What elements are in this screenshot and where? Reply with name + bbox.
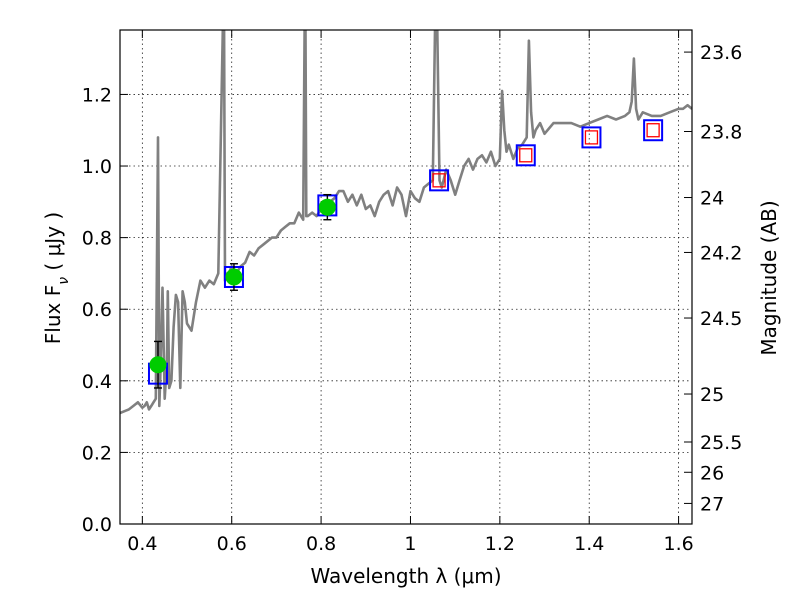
x-tick-label: 1 xyxy=(404,533,416,555)
y-axis-title: Flux Fν ( μJy ) xyxy=(41,212,72,344)
model-flux-box-inner xyxy=(519,148,533,163)
model-flux-box-inner xyxy=(646,123,660,138)
model-flux-box xyxy=(581,126,602,149)
x-axis-title: Wavelength λ (μm) xyxy=(310,564,501,588)
model-flux-box xyxy=(515,144,536,167)
y2-tick-label: 23.8 xyxy=(700,121,742,143)
observed-flux-point xyxy=(318,198,336,216)
spectrum-layer xyxy=(120,30,692,415)
y-tick-label: 0.4 xyxy=(82,371,112,393)
y-axis-title-sub: ν xyxy=(56,277,72,285)
y2-tick-label: 25 xyxy=(700,384,724,406)
model-flux-box xyxy=(643,119,664,142)
y-tick-label: 0.0 xyxy=(82,514,112,536)
plot-border xyxy=(119,29,693,525)
observed-flux-point xyxy=(149,356,167,374)
model-flux-box-inner xyxy=(584,130,599,145)
grid xyxy=(120,30,692,525)
y-tick-label: 1.2 xyxy=(82,84,112,106)
x-tick-label: 1.2 xyxy=(485,533,515,555)
y2-axis-title: Magnitude (AB) xyxy=(757,200,781,355)
x-tick-label: 0.4 xyxy=(127,533,157,555)
y2-tick-label: 27 xyxy=(700,493,724,515)
tick-layer: 0.4 0.6 0.8 1 1.2 1.4 1.6 0.0 0.2 0.4 0.6 0.8 1.0 1.2… xyxy=(82,30,742,555)
plot-frame xyxy=(119,29,693,525)
y-tick-label: 1.0 xyxy=(82,156,112,178)
y2-tick-label: 26 xyxy=(700,462,724,484)
y2-tick-label: 24.2 xyxy=(700,242,742,264)
model-spectrum-line xyxy=(120,30,692,415)
model-flux-box xyxy=(429,169,450,192)
observed-point-layer xyxy=(149,193,336,389)
y-tick-label: 0.6 xyxy=(82,299,112,321)
y-tick-label: 0.2 xyxy=(82,442,112,464)
y2-tick-label: 24.5 xyxy=(700,308,742,330)
model-flux-box-inner xyxy=(432,173,446,188)
observed-flux-point xyxy=(225,268,243,286)
y-axis-title-main: Flux F xyxy=(41,285,65,344)
x-tick-label: 0.6 xyxy=(217,533,247,555)
y-axis-title-unit: ( μJy ) xyxy=(41,212,65,277)
y-tick-label: 0.8 xyxy=(82,228,112,250)
x-tick-label: 1.6 xyxy=(663,533,693,555)
y2-tick-label: 24 xyxy=(700,188,724,210)
y2-tick-label: 25.5 xyxy=(700,432,742,454)
y2-tick-label: 23.6 xyxy=(700,42,742,64)
x-tick-label: 1.4 xyxy=(574,533,604,555)
x-tick-label: 0.8 xyxy=(306,533,336,555)
